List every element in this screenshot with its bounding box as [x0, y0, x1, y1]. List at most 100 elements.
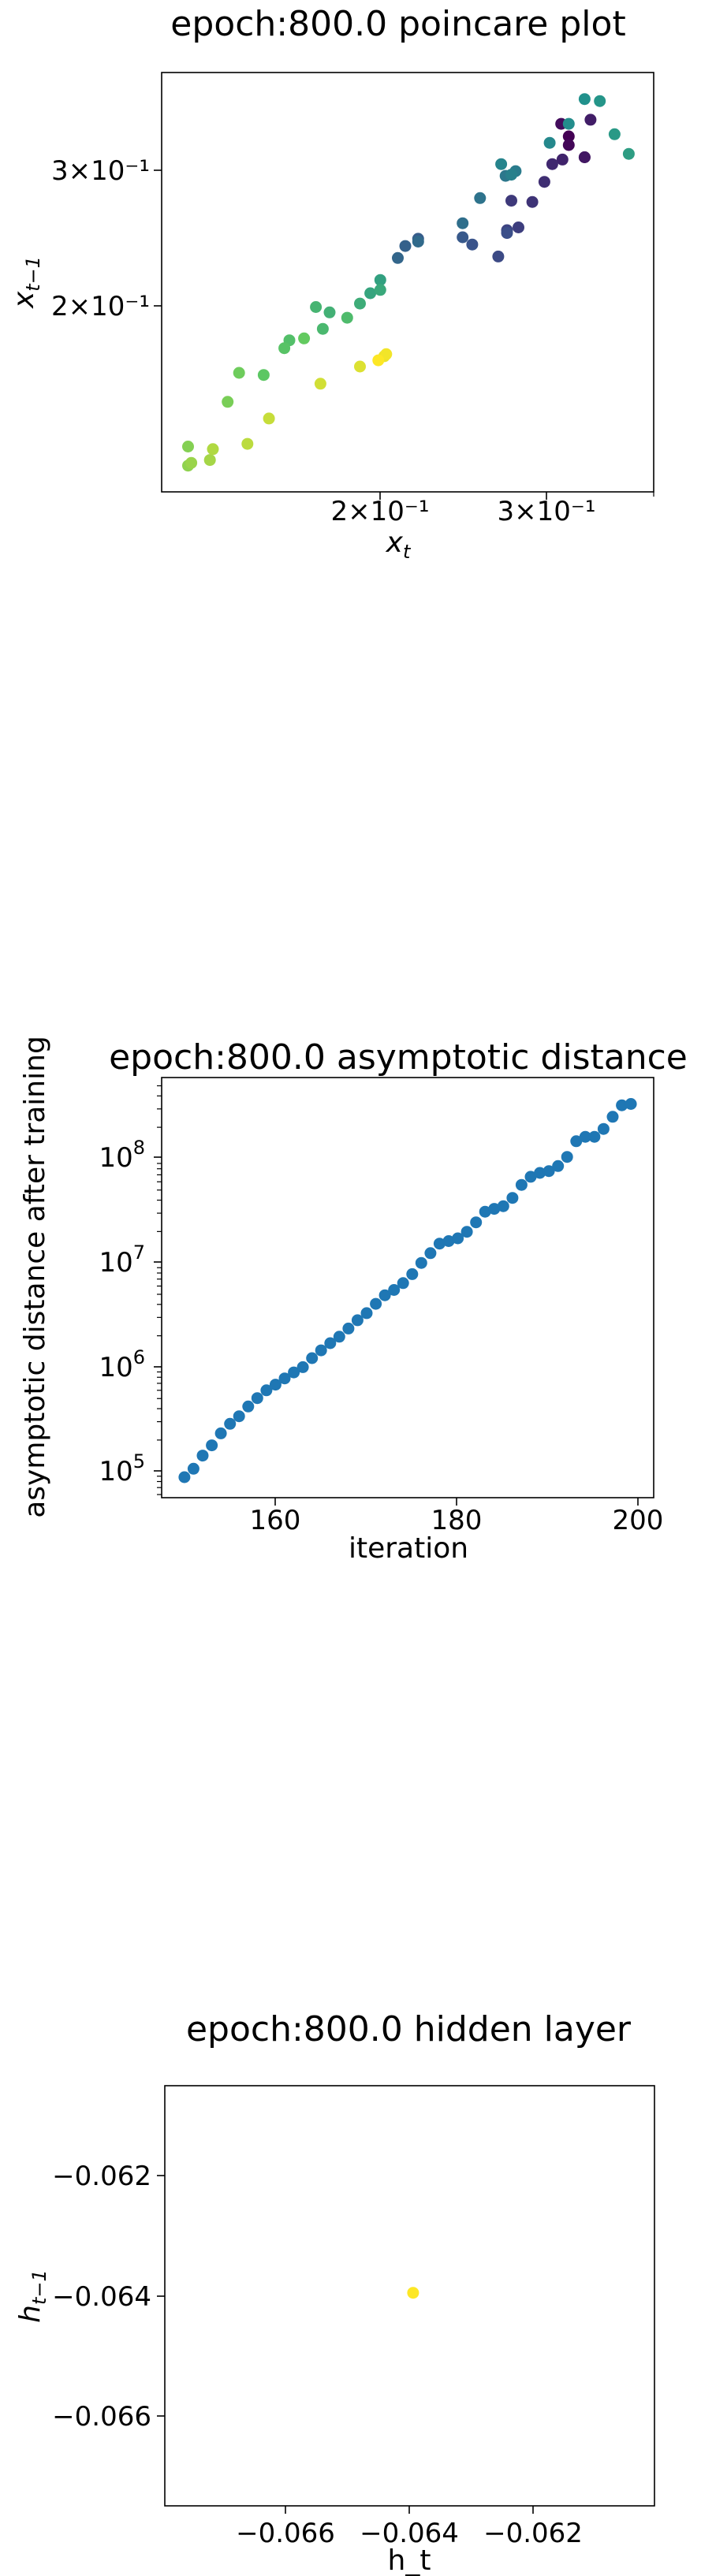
chart1-point: [578, 151, 591, 163]
chart2-point: [460, 1226, 473, 1238]
chart1-point: [323, 306, 336, 318]
chart1-point: [562, 117, 575, 130]
chart2-point: [360, 1307, 373, 1320]
chart1-point: [505, 169, 517, 181]
chart1-point: [354, 360, 366, 373]
chart2-point: [288, 1366, 300, 1379]
chart1-xtick-label-2: 3×10⁻¹: [498, 496, 596, 527]
chart1-point: [594, 95, 606, 107]
chart1-point: [207, 443, 219, 456]
chart2-point: [278, 1372, 291, 1385]
chart1-point: [203, 454, 216, 467]
chart2-point: [187, 1462, 199, 1475]
chart1-point: [298, 332, 311, 344]
chart2-point: [515, 1178, 528, 1191]
chart1-point: [372, 354, 385, 367]
chart1-point: [526, 195, 539, 208]
chart1-point: [399, 240, 412, 252]
chart2-point: [333, 1331, 345, 1343]
chart1-point: [241, 437, 254, 450]
chart2-point: [579, 1130, 591, 1143]
chart1-point: [182, 441, 194, 452]
chart2-point: [206, 1439, 218, 1452]
chart2-point: [196, 1450, 209, 1462]
chart3-ytick-label-3: −0.062: [52, 2161, 151, 2192]
chart2-ytick-label-3: 107: [99, 1241, 145, 1279]
chart1-point: [501, 227, 513, 240]
chart2-point: [616, 1099, 628, 1111]
chart2-point: [296, 1361, 309, 1373]
chart3-ytick-label-1: −0.066: [52, 2401, 151, 2433]
chart2-point: [452, 1232, 464, 1245]
chart2-point: [524, 1171, 537, 1183]
chart1-point: [316, 322, 329, 335]
chart1-xtick-label-1: 2×10⁻¹: [331, 496, 430, 527]
chart1-point: [222, 396, 234, 408]
chart3-xlabel: h_t: [388, 2544, 431, 2576]
chart2-point: [606, 1111, 619, 1123]
chart1-point: [543, 136, 556, 149]
chart1-point: [354, 297, 366, 310]
chart1-point: [474, 192, 487, 204]
chart1-point: [457, 231, 469, 244]
chart2-ytick-2-base: 10: [99, 1352, 132, 1383]
chart1-point: [538, 176, 550, 188]
chart2-point: [415, 1256, 427, 1269]
chart1-point: [495, 158, 508, 170]
chart2-ytick-label-4: 108: [99, 1137, 145, 1174]
chart1-point: [278, 342, 291, 355]
chart1-point: [310, 301, 323, 313]
chart1-point: [185, 456, 198, 469]
chart2-ytick-label-1: 105: [99, 1450, 145, 1487]
chart2-point: [342, 1322, 355, 1335]
chart2-point: [324, 1337, 337, 1349]
chart3-title: epoch:800.0 hidden layer: [186, 2009, 632, 2049]
hidden-layer-chart: epoch:800.0 hidden layer −0.066 −0.064 −…: [14, 2009, 655, 2576]
chart2-point: [588, 1130, 601, 1143]
chart2-ytick-4-exp: 8: [133, 1137, 145, 1159]
chart2-point: [552, 1160, 565, 1172]
chart2-point: [388, 1284, 401, 1296]
chart2-ytick-2-exp: 6: [133, 1346, 145, 1368]
chart2-minor-ticks: [157, 1085, 162, 1495]
chart1-ytick-label-2: 3×10⁻¹: [51, 155, 150, 187]
chart3-xtick-label-3: −0.062: [483, 2518, 583, 2549]
chart2-ytick-3-exp: 7: [133, 1241, 145, 1264]
chart1-point: [412, 236, 424, 248]
chart2-title: epoch:800.0 asymptotic distance: [109, 1037, 688, 1078]
chart1-xlabel-main: x: [386, 527, 404, 559]
chart2-point: [351, 1314, 364, 1327]
chart2-point: [442, 1235, 455, 1247]
chart2-point: [260, 1384, 273, 1397]
chart2-xtick-label-1: 160: [250, 1505, 301, 1536]
chart1-ylabel-main: x: [8, 291, 40, 309]
chart2-point: [315, 1344, 327, 1357]
chart2-point: [488, 1203, 501, 1215]
chart1-points: [182, 93, 635, 472]
chart1-point: [608, 128, 621, 140]
chart2-point: [506, 1192, 519, 1204]
chart2-point: [424, 1247, 437, 1260]
asymptotic-distance-chart: epoch:800.0 asymptotic distance 160 180 …: [19, 1036, 688, 1565]
chart2-ytick-4-base: 10: [99, 1142, 132, 1174]
chart2-plot-area: [161, 1077, 654, 1498]
chart2-point: [470, 1216, 483, 1229]
chart2-point: [378, 1289, 391, 1301]
chart1-point: [314, 378, 326, 390]
chart2-points: [178, 1098, 637, 1483]
chart1-point: [364, 287, 377, 300]
chart1-point: [466, 238, 479, 251]
chart1-ylabel: xt−1: [8, 256, 44, 309]
chart2-point: [561, 1151, 573, 1163]
chart1-point: [622, 147, 635, 160]
chart2-point: [534, 1167, 546, 1179]
chart1-point: [374, 284, 386, 296]
chart2-ytick-1-base: 10: [99, 1456, 132, 1487]
chart1-point: [257, 369, 270, 382]
chart1-point: [233, 367, 245, 379]
chart1-title: epoch:800.0 poincare plot: [170, 4, 625, 44]
chart1-plot-area: [161, 72, 654, 493]
chart2-xtick-label-2: 180: [431, 1505, 483, 1536]
chart3-xtick-label-1: −0.066: [236, 2518, 335, 2549]
